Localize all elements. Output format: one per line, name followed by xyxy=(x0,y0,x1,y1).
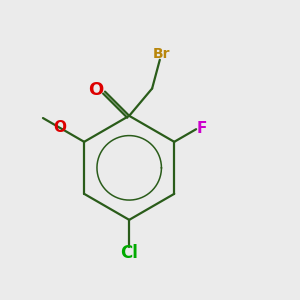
Text: Br: Br xyxy=(152,47,170,61)
Text: Cl: Cl xyxy=(120,244,138,262)
Text: O: O xyxy=(88,81,104,99)
Text: F: F xyxy=(196,121,207,136)
Text: O: O xyxy=(53,120,66,135)
